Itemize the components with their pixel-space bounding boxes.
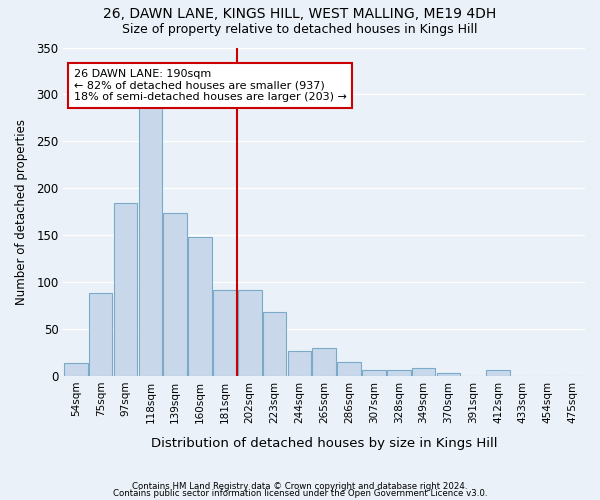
Bar [139,106,162,376]
Text: Contains HM Land Registry data © Crown copyright and database right 2024.: Contains HM Land Registry data © Crown c… [132,482,468,491]
Bar [313,348,336,376]
Bar [213,290,236,376]
Bar [89,294,112,376]
Text: Contains public sector information licensed under the Open Government Licence v3: Contains public sector information licen… [113,489,487,498]
Bar [437,374,460,376]
Y-axis label: Number of detached properties: Number of detached properties [15,119,28,305]
Bar [238,290,262,376]
X-axis label: Distribution of detached houses by size in Kings Hill: Distribution of detached houses by size … [151,437,497,450]
Bar [64,363,88,376]
Bar [114,204,137,376]
Bar [486,370,510,376]
Bar [362,370,386,376]
Bar [263,312,286,376]
Bar [387,370,410,376]
Text: 26, DAWN LANE, KINGS HILL, WEST MALLING, ME19 4DH: 26, DAWN LANE, KINGS HILL, WEST MALLING,… [103,8,497,22]
Bar [188,237,212,376]
Bar [337,362,361,376]
Bar [412,368,436,376]
Bar [163,213,187,376]
Text: 26 DAWN LANE: 190sqm
← 82% of detached houses are smaller (937)
18% of semi-deta: 26 DAWN LANE: 190sqm ← 82% of detached h… [74,69,347,102]
Bar [287,351,311,376]
Text: Size of property relative to detached houses in Kings Hill: Size of property relative to detached ho… [122,22,478,36]
